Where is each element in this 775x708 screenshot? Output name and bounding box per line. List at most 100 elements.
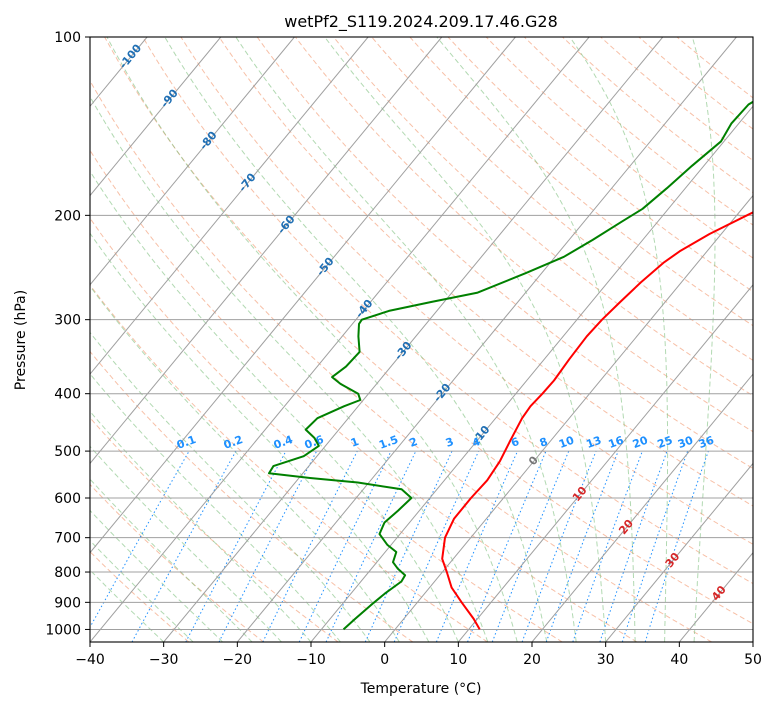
mixing-ratio-label: 20 [631,434,650,452]
dry-adiabat-line [142,37,753,585]
dry-adiabat-line [218,37,753,507]
isotherm-line [163,37,664,642]
mixing-ratio-label: 36 [697,434,716,452]
moist-adiabat-line [691,37,716,642]
x-tick-label: 50 [744,652,762,668]
pressure-gridlines [90,37,753,630]
y-tick-label: 500 [54,444,81,460]
isotherm-line [90,37,443,465]
mixing-ratio-line [435,450,518,642]
dry-adiabat-line [90,217,563,642]
isotherm-line [236,37,737,642]
mixing-ratio-label: 0.2 [222,433,245,452]
isotherm-line [605,462,753,642]
isotherm-line [531,373,753,642]
mixing-ratio-label: 30 [676,434,695,452]
mixing-ratio-label: 0.4 [272,433,295,452]
dry-adiabat-line [90,483,264,642]
mixing-ratio-label: 13 [584,434,603,451]
mixing-ratio-line [545,450,619,642]
x-tick-label: 40 [670,652,688,668]
moist-adiabat-line [235,37,577,642]
mixing-ratio-label: 10 [557,434,576,452]
x-tick-label: 20 [523,652,541,668]
mixing-ratio-label: 16 [607,434,626,452]
isotherm-line [90,37,369,375]
moist-adiabat-line [90,569,165,642]
mixing-ratio-label: 1.5 [377,433,400,452]
mixing-ratio-line [90,450,190,629]
y-tick-label: 300 [54,313,81,329]
mixing-ratio-line [621,450,689,642]
x-axis-label: Temperature (°C) [360,681,482,697]
mixing-ratio-label: 0.1 [175,433,198,452]
isotherm-line [90,37,590,642]
y-tick-label: 700 [54,531,81,547]
moist-adiabat-line [90,170,459,642]
isotherm-line [384,194,753,642]
mixing-ratio-line [467,450,547,642]
y-tick-label: 200 [54,208,81,224]
moist-adiabat-line [436,37,636,642]
mixing-ratio-label: 4 [470,435,482,450]
chart-title: wetPf2_S119.2024.209.17.46.G28 [284,12,558,32]
mixing-ratio-label: 6 [509,435,521,450]
x-tick-label: 10 [449,652,467,668]
mixing-ratio-label: 3 [444,435,456,450]
dry-adiabat-line [90,149,638,642]
isotherm-line [90,37,222,197]
dewpoint-profile-line [268,100,753,631]
isotherm-line [90,37,516,554]
y-axis-label: Pressure (hPa) [13,290,29,390]
mixing-ratio-lines [90,450,709,642]
x-axis-ticks: −40 −30 −20 −10 0 10 20 30 40 50 [75,642,762,668]
moist-adiabat-line [90,445,282,642]
mixing-ratio-label: 8 [538,435,550,450]
moist-adiabat-line [90,509,223,642]
moist-adiabat-line [90,539,194,642]
moist-adiabat-line [106,37,518,642]
isotherms [90,37,753,642]
y-tick-label: 800 [54,565,81,581]
y-tick-label: 1000 [45,622,81,638]
dry-adiabat-line [256,37,753,470]
mixing-ratio-label: 1 [349,435,361,450]
mixing-ratio-line [262,450,358,642]
dry-adiabat-line [371,37,753,361]
mixing-ratio-line [393,450,480,642]
dry-adiabat-line [295,37,753,433]
temperature-profile-line [441,211,753,630]
mixing-ratio-line [131,450,237,642]
isotherm-line [90,37,295,286]
dry-adiabat-line [447,37,753,293]
y-tick-label: 600 [54,491,81,507]
isotherm-line [310,105,753,642]
moist-adiabat-line [569,37,669,642]
x-tick-label: −10 [296,652,326,668]
moist-adiabat-line [90,232,430,642]
profiles [268,100,753,631]
y-tick-label: 100 [54,30,81,46]
y-tick-label: 400 [54,387,81,403]
mixing-ratio-line [599,450,668,642]
mixing-ratio-line [644,450,709,642]
mixing-ratio-line [491,450,570,642]
dry-adiabat-line [409,37,753,327]
moist-adiabat-line [90,478,253,642]
y-axis-ticks: 100 200 300 400 500 600 700 800 900 1000 [45,30,90,638]
x-tick-label: −40 [75,652,105,668]
moist-adiabat-line [90,285,400,642]
y-tick-label: 900 [54,595,81,611]
moist-adiabat-line [90,331,371,642]
dry-adiabat-line [90,284,488,642]
x-tick-label: 30 [597,652,615,668]
mixing-ratio-line [572,450,643,642]
plot-frame [89,36,754,643]
moist-adiabat-line [90,95,489,642]
mixing-ratio-label: 0.6 [303,433,326,452]
x-tick-label: −20 [223,652,253,668]
mixing-ratio-line [521,450,597,642]
mixing-ratio-label: 2 [408,435,420,450]
